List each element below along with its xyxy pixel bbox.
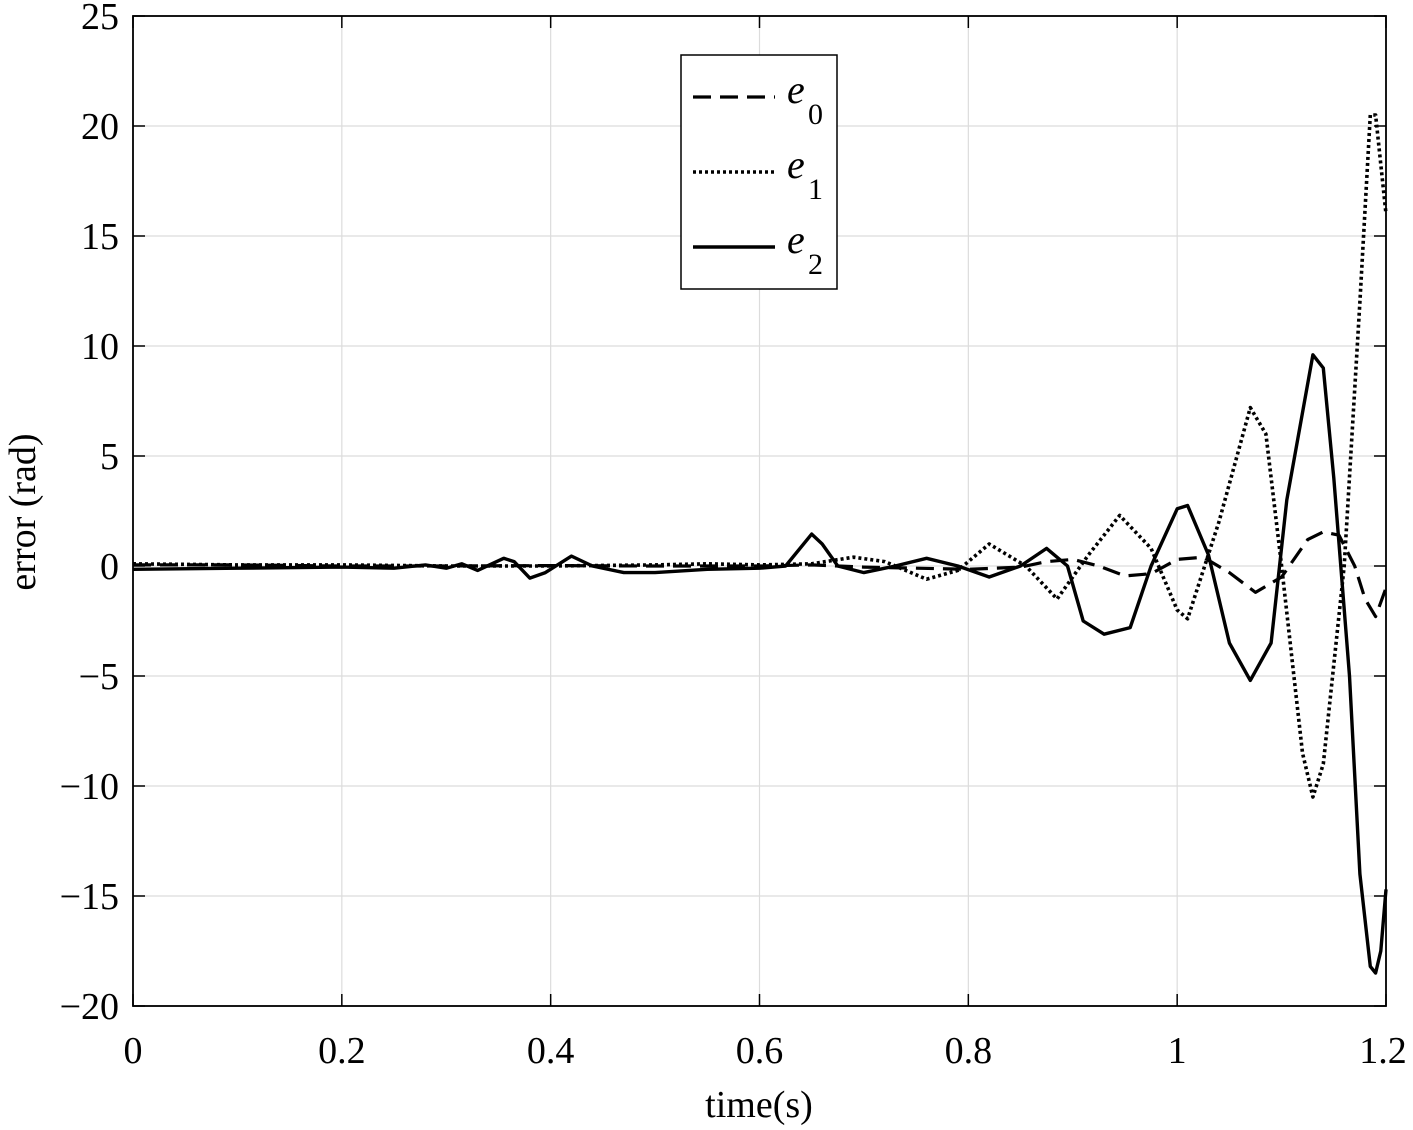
y-tick-labels: −20 −15 −10 −5 0 5 10 15 20 25 bbox=[60, 0, 119, 1028]
y-tick-label: −10 bbox=[60, 766, 119, 808]
x-tick-label: 0.2 bbox=[318, 1030, 366, 1072]
legend-subscript-e1: 1 bbox=[808, 173, 823, 206]
x-tick-label: 1 bbox=[1168, 1030, 1187, 1072]
y-tick-label: 15 bbox=[81, 216, 119, 258]
data-series bbox=[132, 113, 1388, 975]
y-tick-label: −20 bbox=[60, 986, 119, 1028]
legend-subscript-e0: 0 bbox=[808, 98, 823, 131]
x-tick-label: 0 bbox=[124, 1030, 143, 1072]
y-tick-label: 20 bbox=[81, 106, 119, 148]
y-axis-title: error (rad) bbox=[2, 433, 44, 590]
series-line-e2 bbox=[132, 353, 1388, 975]
x-tick-label: 0.8 bbox=[945, 1030, 993, 1072]
legend-label-e0: e bbox=[787, 67, 805, 112]
y-tick-label: 10 bbox=[81, 326, 119, 368]
legend-subscript-e2: 2 bbox=[808, 248, 823, 281]
y-tick-label: −5 bbox=[79, 656, 119, 698]
y-tick-label: 0 bbox=[100, 546, 119, 588]
x-axis-title: time(s) bbox=[705, 1084, 813, 1126]
legend-label-e1: e bbox=[787, 142, 805, 187]
series-line-e1 bbox=[132, 113, 1388, 799]
x-tick-label: 0.6 bbox=[736, 1030, 784, 1072]
x-tick-labels: 0 0.2 0.4 0.6 0.8 1 1.2 bbox=[124, 1030, 1407, 1072]
y-tick-label: 5 bbox=[100, 436, 119, 478]
axes bbox=[132, 15, 1387, 1007]
legend-label-e2: e bbox=[787, 217, 805, 262]
y-tick-label: −15 bbox=[60, 876, 119, 918]
x-tick-label: 1.2 bbox=[1359, 1030, 1407, 1072]
y-tick-label: 25 bbox=[81, 0, 119, 38]
x-tick-label: 0.4 bbox=[527, 1030, 575, 1072]
